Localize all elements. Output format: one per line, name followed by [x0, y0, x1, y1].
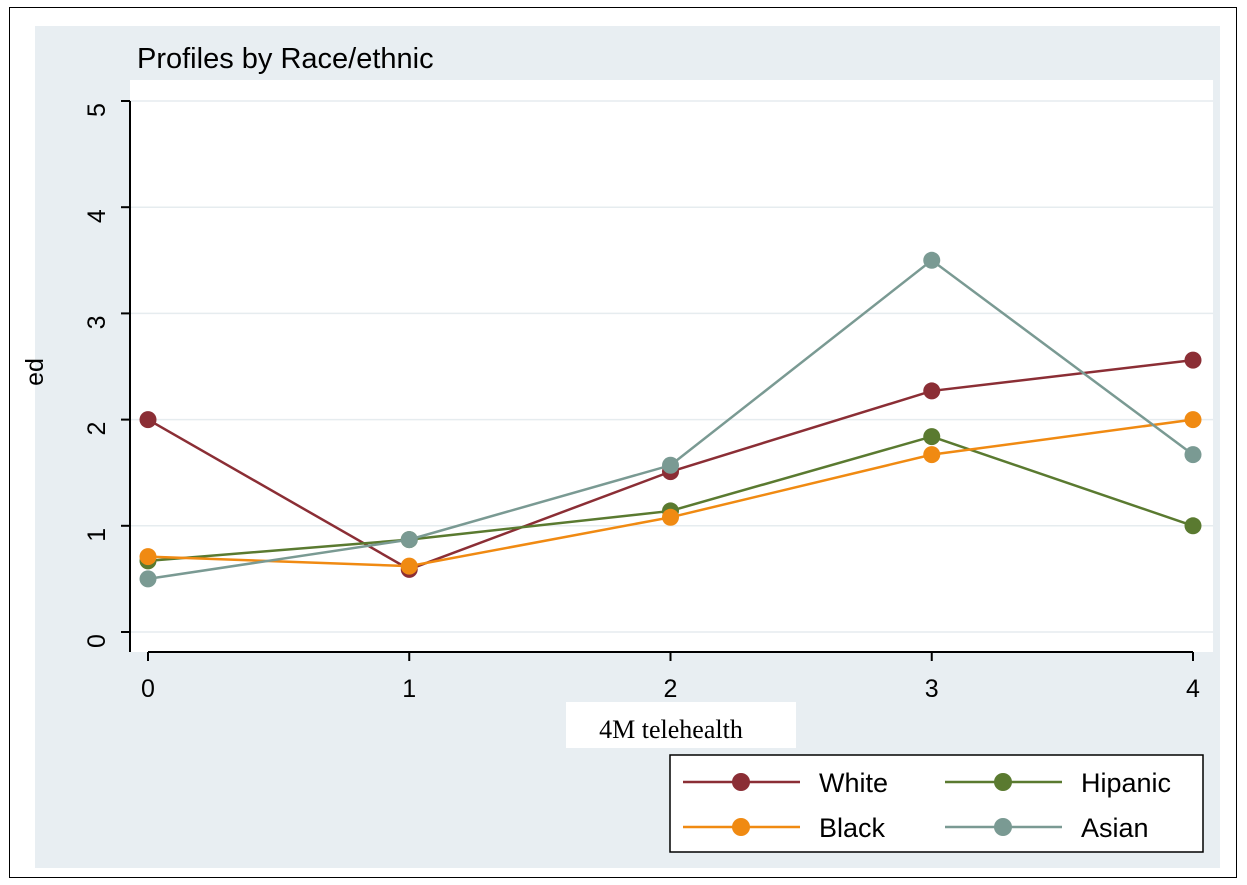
legend-label-white: White [819, 768, 888, 798]
legend-item-white: White [683, 768, 888, 798]
y-axis-title: ed [21, 358, 49, 386]
legend-label-asian: Asian [1081, 813, 1149, 843]
data-point-black-2 [662, 508, 679, 526]
data-point-hipanic-4 [1184, 517, 1202, 535]
x-tick-label-3: 3 [925, 675, 939, 703]
data-point-asian-1 [400, 531, 418, 549]
y-tick-label-5: 5 [83, 103, 111, 117]
y-tick-label-0: 0 [83, 634, 111, 648]
data-point-black-0 [139, 548, 157, 566]
data-point-white-0 [139, 411, 157, 429]
legend-marker-asian [994, 818, 1012, 836]
series-asian [139, 251, 1202, 588]
legend-marker-white [732, 773, 750, 791]
legend-label-hipanic: Hipanic [1081, 768, 1171, 798]
legend-item-black: Black [683, 813, 886, 843]
y-tick-label-2: 2 [83, 422, 111, 436]
data-point-black-4 [1184, 411, 1202, 429]
legend-box [669, 754, 1204, 853]
x-tick-label-1: 1 [402, 675, 416, 703]
x-tick-label-2: 2 [664, 675, 678, 703]
legend-item-asian: Asian [945, 813, 1149, 843]
data-point-white-3 [923, 382, 941, 400]
axes: 0 1 2 3 4 5 0 1 2 3 4 [83, 100, 1200, 703]
data-point-asian-2 [662, 456, 679, 474]
x-axis-title-box [566, 702, 796, 748]
legend: White Hipanic Black Asian [669, 754, 1204, 853]
data-point-hipanic-3 [923, 428, 941, 446]
chart-title: Profiles by Race/ethnic [137, 43, 434, 75]
x-tick-label-0: 0 [141, 675, 155, 703]
data-point-asian-4 [1184, 446, 1202, 464]
series-lines [139, 251, 1202, 588]
data-point-black-3 [923, 446, 941, 464]
series-black [139, 411, 1202, 575]
legend-item-hipanic: Hipanic [945, 768, 1171, 798]
y-tick-label-1: 1 [83, 528, 111, 542]
x-axis-title: 4M telehealth [599, 715, 743, 744]
grid-lines [130, 100, 1213, 633]
y-tick-label-3: 3 [83, 315, 111, 329]
legend-marker-black [732, 818, 750, 836]
legend-marker-hipanic [994, 773, 1012, 791]
data-point-black-1 [400, 557, 418, 575]
y-tick-label-4: 4 [83, 209, 111, 223]
x-tick-label-4: 4 [1186, 675, 1200, 703]
legend-label-black: Black [819, 813, 886, 843]
data-point-white-4 [1184, 351, 1202, 369]
data-point-asian-0 [139, 570, 157, 588]
plot-area [130, 80, 1213, 652]
data-point-asian-3 [923, 251, 941, 269]
